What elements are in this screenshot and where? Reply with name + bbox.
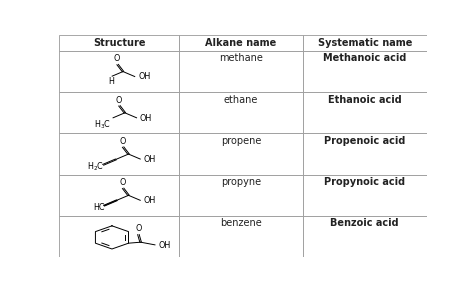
Bar <box>59 51 179 92</box>
Bar <box>59 35 179 51</box>
Bar <box>179 134 303 175</box>
Text: O: O <box>119 178 126 187</box>
Text: Benzoic acid: Benzoic acid <box>330 218 399 228</box>
Text: H$_2$C: H$_2$C <box>87 160 104 173</box>
Text: H$_3$C: H$_3$C <box>94 118 111 131</box>
Text: OH: OH <box>144 196 156 205</box>
Bar <box>179 216 303 257</box>
Text: OH: OH <box>138 72 150 81</box>
Text: Structure: Structure <box>93 38 146 48</box>
Bar <box>179 175 303 216</box>
Text: O: O <box>119 137 126 146</box>
Text: O: O <box>135 224 142 233</box>
Bar <box>179 92 303 134</box>
Bar <box>59 92 179 134</box>
Bar <box>303 92 427 134</box>
Bar <box>59 175 179 216</box>
Bar <box>179 35 303 51</box>
Bar <box>59 216 179 257</box>
Text: H: H <box>108 77 114 86</box>
Text: Propenoic acid: Propenoic acid <box>324 136 405 146</box>
Bar <box>179 51 303 92</box>
Bar <box>303 51 427 92</box>
Bar <box>303 175 427 216</box>
Text: Propynoic acid: Propynoic acid <box>324 177 405 187</box>
Text: Ethanoic acid: Ethanoic acid <box>328 95 401 105</box>
Text: OH: OH <box>144 155 156 164</box>
Text: O: O <box>114 54 120 63</box>
Text: benzene: benzene <box>220 218 262 228</box>
Bar <box>59 134 179 175</box>
Text: OH: OH <box>158 241 171 250</box>
Text: HC: HC <box>93 203 105 212</box>
Text: ethane: ethane <box>224 95 258 105</box>
Text: O: O <box>116 96 122 105</box>
Text: propyne: propyne <box>221 177 261 187</box>
Text: Methanoic acid: Methanoic acid <box>323 53 406 63</box>
Bar <box>303 134 427 175</box>
Text: Alkane name: Alkane name <box>205 38 277 48</box>
Text: propene: propene <box>221 136 261 146</box>
Text: methane: methane <box>219 53 263 63</box>
Text: OH: OH <box>140 114 152 123</box>
Text: Systematic name: Systematic name <box>318 38 412 48</box>
Bar <box>303 216 427 257</box>
Bar <box>303 35 427 51</box>
